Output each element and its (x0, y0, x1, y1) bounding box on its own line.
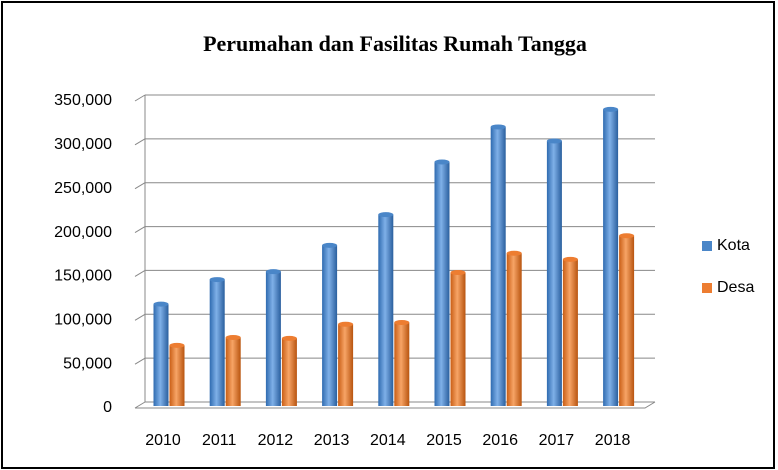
y-tick-label: 300,000 (54, 136, 112, 153)
bar (619, 235, 635, 406)
y-tick-label: 350,000 (54, 92, 112, 109)
bar (225, 337, 241, 406)
grid-line-side (134, 357, 146, 365)
bar-top (265, 269, 281, 275)
bar (169, 345, 185, 406)
y-tick-label: 250,000 (54, 180, 112, 197)
bar-top (546, 138, 562, 144)
bar (394, 322, 410, 406)
x-tick-label: 2012 (258, 432, 294, 449)
bar-top (281, 335, 297, 341)
bar (506, 253, 522, 406)
bar-top (209, 277, 225, 283)
grid-line-side (134, 182, 146, 190)
x-tick-label: 2011 (202, 432, 237, 449)
grid-line-side (134, 313, 146, 321)
bar (603, 109, 619, 406)
x-tick-label: 2015 (426, 432, 462, 449)
x-tick-label: 2013 (314, 432, 350, 449)
x-tick-label: 2016 (482, 432, 518, 449)
bar-top (562, 256, 578, 262)
grid-line-side (134, 269, 146, 277)
y-tick-label: 100,000 (54, 312, 112, 329)
bar-top (169, 342, 185, 348)
floor (135, 401, 656, 409)
bar-top (338, 321, 354, 327)
bar-top (322, 242, 338, 248)
bar-top (506, 250, 522, 256)
bar (490, 126, 506, 407)
bar-top (603, 106, 619, 112)
legend-swatch (702, 241, 712, 251)
bar-top (225, 334, 241, 340)
y-tick-label: 50,000 (63, 355, 112, 372)
bar (434, 162, 450, 406)
legend-label: Kota (717, 237, 750, 254)
grid-line-side (134, 138, 146, 146)
chart-title: Perumahan dan Fasilitas Rumah Tangga (203, 31, 587, 56)
legend-swatch (702, 283, 712, 293)
y-tick-label: 0 (103, 399, 112, 416)
legend-label: Desa (717, 279, 754, 296)
grid-line-side (134, 94, 146, 102)
bar (281, 338, 297, 406)
y-tick-label: 150,000 (54, 268, 112, 285)
bar (546, 140, 562, 407)
grid-line-side (134, 226, 146, 234)
bar-top (153, 301, 169, 307)
bar (209, 279, 225, 406)
bar-top (378, 212, 394, 218)
bar-top (434, 159, 450, 165)
bar-top (619, 233, 635, 239)
bar (450, 272, 466, 406)
bar-top (490, 124, 506, 130)
grid-line-side (134, 401, 146, 409)
x-tick-label: 2014 (370, 432, 406, 449)
bar (322, 245, 338, 406)
bar (338, 324, 354, 406)
bar (153, 304, 169, 406)
x-tick-label: 2017 (539, 432, 575, 449)
bar (562, 259, 578, 406)
bar-top (450, 270, 466, 276)
bar (378, 214, 394, 406)
bar (265, 271, 281, 406)
bar-top (394, 320, 410, 326)
x-tick-label: 2018 (595, 432, 631, 449)
x-tick-label: 2010 (145, 432, 181, 449)
y-tick-label: 200,000 (54, 224, 112, 241)
